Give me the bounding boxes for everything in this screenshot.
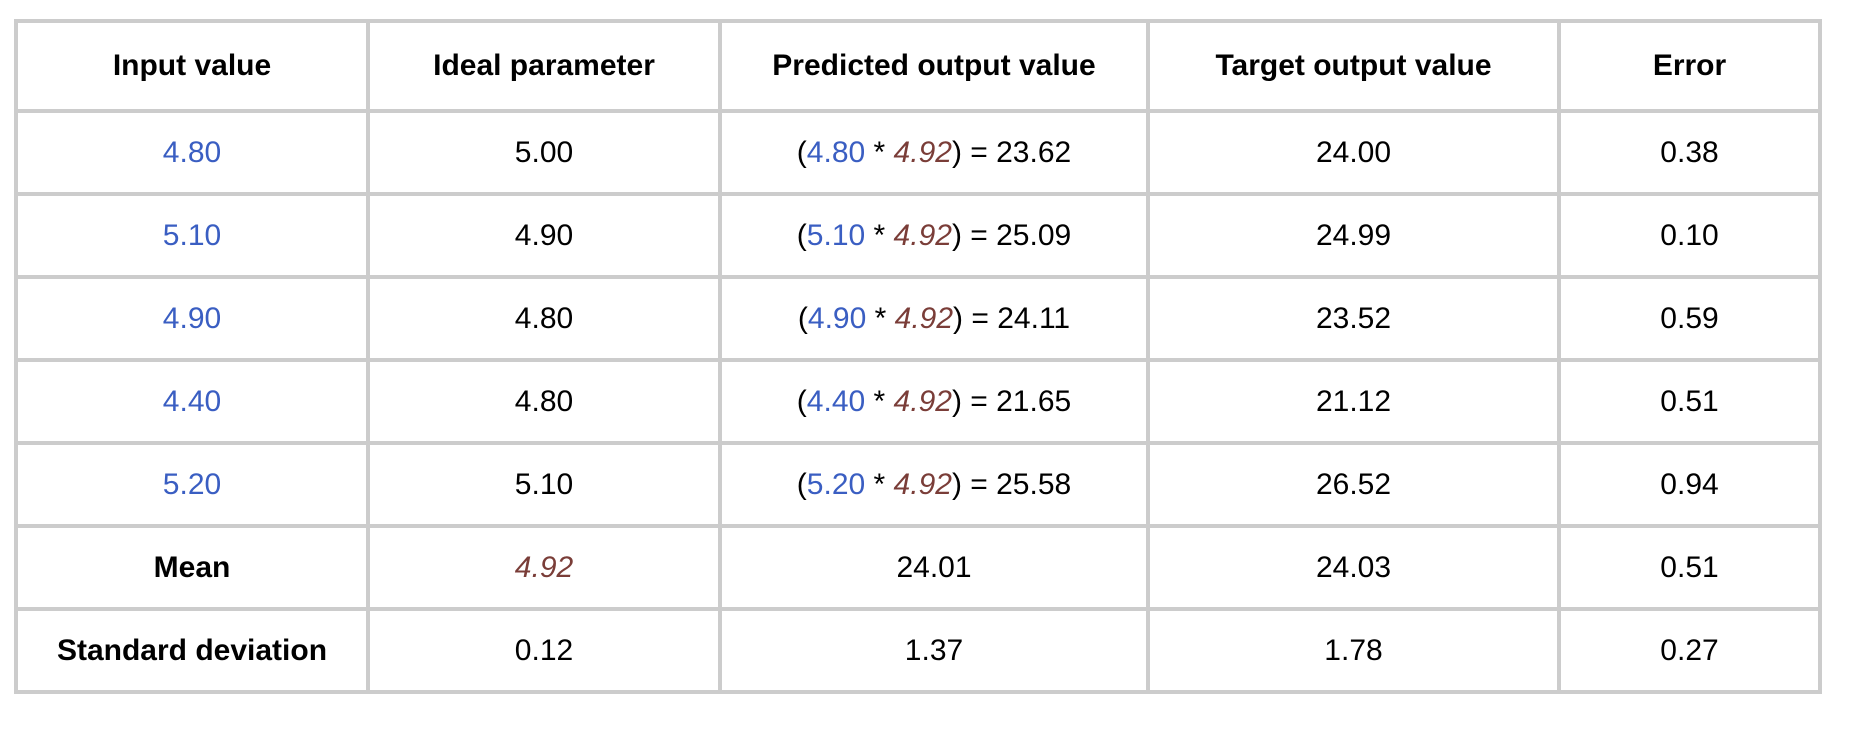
- open-paren: (: [797, 301, 808, 335]
- header-error: Error: [1557, 19, 1822, 113]
- formula-parameter: 4.92: [894, 301, 954, 335]
- error-cell: 0.94: [1557, 441, 1822, 528]
- formula-input: 4.80: [806, 135, 866, 169]
- target-output-cell: 24.99: [1146, 192, 1561, 279]
- std-dev-ideal-parameter: 0.12: [366, 607, 722, 694]
- input-value-cell: 4.90: [14, 275, 370, 362]
- open-paren: (: [796, 467, 807, 501]
- formula-result: 21.65: [996, 384, 1072, 418]
- times-sign: *: [865, 135, 894, 169]
- table-row: 4.80 5.00 (4.80 * 4.92) = 23.62 24.00 0.…: [14, 109, 1822, 196]
- formula-input: 5.20: [806, 467, 866, 501]
- std-dev-label: Standard deviation: [14, 607, 370, 694]
- mean-label: Mean: [14, 524, 370, 611]
- open-paren: (: [796, 135, 807, 169]
- table-row: 4.40 4.80 (4.40 * 4.92) = 21.65 21.12 0.…: [14, 358, 1822, 445]
- mean-error: 0.51: [1557, 524, 1822, 611]
- predicted-output-cell: (5.20 * 4.92) = 25.58: [718, 441, 1150, 528]
- std-dev-row: Standard deviation 0.12 1.37 1.78 0.27: [14, 607, 1822, 694]
- error-cell: 0.51: [1557, 358, 1822, 445]
- predicted-output-cell: (4.80 * 4.92) = 23.62: [718, 109, 1150, 196]
- formula-input: 4.40: [806, 384, 866, 418]
- input-value-cell: 5.10: [14, 192, 370, 279]
- error-cell: 0.59: [1557, 275, 1822, 362]
- error-cell: 0.38: [1557, 109, 1822, 196]
- close-equals: ) =: [951, 384, 997, 418]
- target-output-cell: 23.52: [1146, 275, 1561, 362]
- header-target-output-value: Target output value: [1146, 19, 1561, 113]
- formula-input: 5.10: [806, 218, 866, 252]
- target-output-cell: 26.52: [1146, 441, 1561, 528]
- predicted-output-cell: (4.90 * 4.92) = 24.11: [718, 275, 1150, 362]
- std-dev-predicted-output: 1.37: [718, 607, 1150, 694]
- mean-row: Mean 4.92 24.01 24.03 0.51: [14, 524, 1822, 611]
- target-output-cell: 21.12: [1146, 358, 1561, 445]
- ideal-parameter-cell: 4.80: [366, 275, 722, 362]
- formula-result: 23.62: [996, 135, 1072, 169]
- times-sign: *: [865, 467, 894, 501]
- results-table: Input value Ideal parameter Predicted ou…: [14, 19, 1822, 694]
- ideal-parameter-cell: 4.90: [366, 192, 722, 279]
- times-sign: *: [865, 218, 894, 252]
- formula-input: 4.90: [807, 301, 867, 335]
- formula-parameter: 4.92: [893, 384, 952, 418]
- mean-ideal-parameter: 4.92: [366, 524, 722, 611]
- input-value-cell: 5.20: [14, 441, 370, 528]
- open-paren: (: [796, 384, 807, 418]
- formula-result: 24.11: [997, 301, 1071, 335]
- close-equals: ) =: [951, 135, 997, 169]
- times-sign: *: [866, 301, 895, 335]
- ideal-parameter-cell: 5.10: [366, 441, 722, 528]
- ideal-parameter-cell: 4.80: [366, 358, 722, 445]
- table-row: 5.10 4.90 (5.10 * 4.92) = 25.09 24.99 0.…: [14, 192, 1822, 279]
- ideal-parameter-cell: 5.00: [366, 109, 722, 196]
- input-value-cell: 4.80: [14, 109, 370, 196]
- target-output-cell: 24.00: [1146, 109, 1561, 196]
- header-ideal-parameter: Ideal parameter: [366, 19, 722, 113]
- predicted-output-cell: (5.10 * 4.92) = 25.09: [718, 192, 1150, 279]
- close-equals: ) =: [951, 218, 997, 252]
- header-input-value: Input value: [14, 19, 370, 113]
- table-row: 4.90 4.80 (4.90 * 4.92) = 24.11 23.52 0.…: [14, 275, 1822, 362]
- table-row: 5.20 5.10 (5.20 * 4.92) = 25.58 26.52 0.…: [14, 441, 1822, 528]
- error-cell: 0.10: [1557, 192, 1822, 279]
- predicted-output-cell: (4.40 * 4.92) = 21.65: [718, 358, 1150, 445]
- mean-predicted-output: 24.01: [718, 524, 1150, 611]
- header-predicted-output-value: Predicted output value: [718, 19, 1150, 113]
- formula-result: 25.58: [996, 467, 1072, 501]
- close-equals: ) =: [953, 301, 998, 335]
- std-dev-error: 0.27: [1557, 607, 1822, 694]
- formula-parameter: 4.92: [893, 135, 952, 169]
- results-table-container: Input value Ideal parameter Predicted ou…: [14, 19, 1822, 694]
- formula-result: 25.09: [996, 218, 1072, 252]
- std-dev-target-output: 1.78: [1146, 607, 1561, 694]
- input-value-cell: 4.40: [14, 358, 370, 445]
- mean-target-output: 24.03: [1146, 524, 1561, 611]
- times-sign: *: [865, 384, 894, 418]
- open-paren: (: [796, 218, 807, 252]
- close-equals: ) =: [951, 467, 997, 501]
- table-header-row: Input value Ideal parameter Predicted ou…: [14, 19, 1822, 113]
- formula-parameter: 4.92: [893, 467, 952, 501]
- formula-parameter: 4.92: [893, 218, 952, 252]
